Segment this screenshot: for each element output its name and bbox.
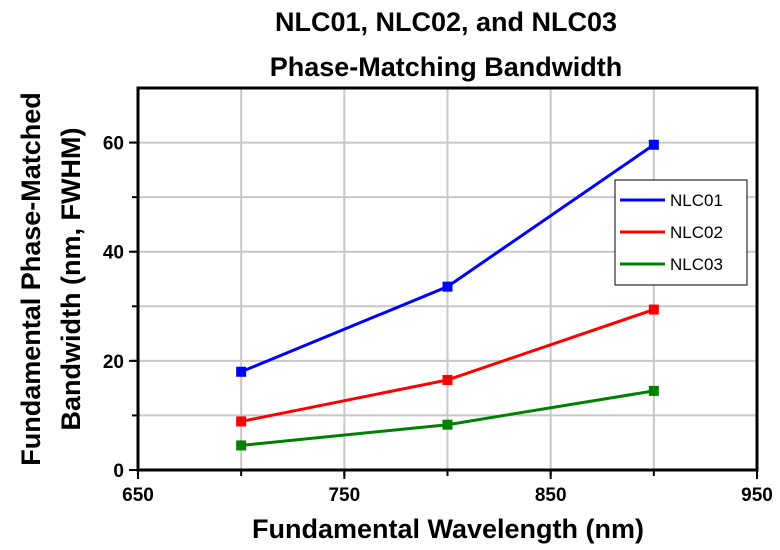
legend-label-nlc03: NLC03 (670, 255, 723, 274)
y-axis-label-line2: Bandwidth (nm, FWHM) (56, 128, 86, 431)
x-tick-label: 650 (122, 485, 154, 506)
x-tick-label: 750 (328, 485, 360, 506)
x-axis-label: Fundamental Wavelength (nm) (252, 514, 644, 544)
legend: NLC01 NLC02 NLC03 (614, 179, 748, 286)
data-point-nlc02 (442, 374, 453, 385)
y-axis-label-line1: Fundamental Phase-Matched (16, 92, 46, 466)
x-tick-label: 850 (535, 485, 567, 506)
chart-title-line2: Phase-Matching Bandwidth (270, 52, 623, 82)
data-point-nlc01 (442, 281, 453, 292)
data-point-nlc02 (236, 416, 247, 427)
x-tick-label: 950 (741, 485, 773, 506)
y-tick-label: 20 (103, 352, 124, 373)
data-point-nlc03 (648, 385, 659, 396)
data-point-nlc01 (648, 139, 659, 150)
y-tick-label: 60 (103, 134, 124, 155)
data-point-nlc01 (236, 366, 247, 377)
series-group (236, 139, 659, 451)
legend-label-nlc02: NLC02 (670, 223, 723, 242)
data-point-nlc03 (442, 419, 453, 430)
y-tick-label: 40 (103, 243, 124, 264)
legend-label-nlc01: NLC01 (670, 191, 723, 210)
chart-title-line1: NLC01, NLC02, and NLC03 (275, 7, 617, 37)
data-point-nlc02 (648, 304, 659, 315)
y-tick-label: 0 (113, 461, 124, 482)
data-point-nlc03 (236, 440, 247, 451)
axis-ticks: 650 750 850 950 0 20 40 60 (103, 134, 773, 506)
